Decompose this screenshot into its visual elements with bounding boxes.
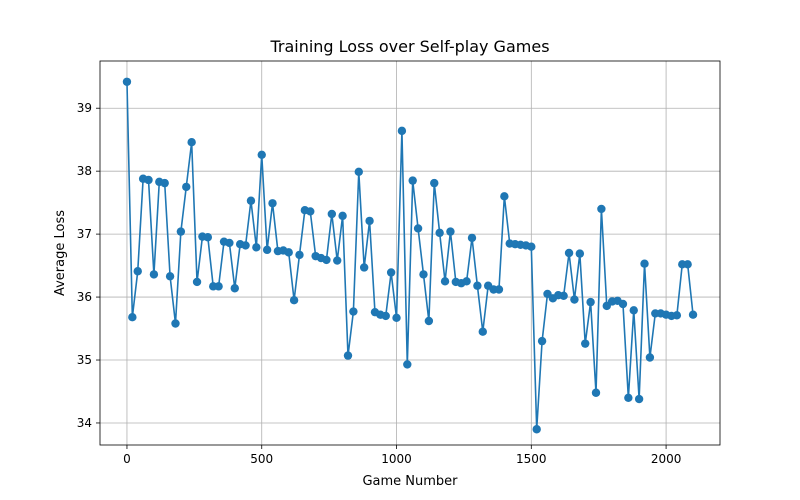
data-point bbox=[575, 249, 585, 258]
y-axis-label: Average Loss bbox=[53, 210, 68, 296]
data-point bbox=[564, 248, 574, 258]
data-point bbox=[133, 267, 142, 276]
data-point bbox=[214, 282, 223, 291]
data-point bbox=[333, 256, 342, 265]
data-point bbox=[403, 360, 412, 369]
data-point bbox=[618, 299, 628, 309]
data-point bbox=[467, 233, 477, 243]
x-tick-label: 500 bbox=[250, 452, 273, 466]
y-tick-label: 37 bbox=[77, 227, 92, 241]
data-point bbox=[430, 178, 439, 188]
data-point bbox=[182, 182, 191, 192]
x-axis-label: Game Number bbox=[362, 474, 458, 489]
data-point bbox=[419, 270, 428, 279]
data-point bbox=[192, 277, 202, 287]
data-point bbox=[171, 319, 180, 328]
data-point bbox=[581, 339, 590, 348]
data-point bbox=[160, 178, 169, 188]
data-point bbox=[424, 316, 434, 326]
data-point bbox=[440, 277, 450, 286]
data-point bbox=[446, 227, 455, 236]
data-point bbox=[176, 227, 186, 236]
data-point bbox=[349, 307, 358, 316]
data-point bbox=[128, 313, 137, 322]
data-point bbox=[392, 313, 401, 323]
data-point bbox=[672, 311, 682, 320]
data-point bbox=[435, 228, 444, 238]
data-point bbox=[640, 259, 649, 268]
x-tick-label: 1000 bbox=[381, 452, 412, 466]
data-point bbox=[144, 175, 153, 185]
x-tick-label: 1500 bbox=[516, 452, 547, 466]
data-point bbox=[688, 310, 698, 319]
data-point bbox=[365, 216, 374, 226]
data-point bbox=[413, 224, 423, 233]
data-point bbox=[559, 291, 568, 301]
data-point bbox=[500, 192, 509, 201]
data-point bbox=[327, 209, 337, 219]
grid-lines bbox=[100, 61, 720, 445]
data-point bbox=[478, 327, 487, 336]
data-point bbox=[629, 306, 638, 315]
x-tick-label: 2000 bbox=[651, 452, 682, 466]
data-point bbox=[252, 243, 261, 252]
series-line bbox=[126, 81, 694, 431]
data-point bbox=[359, 263, 369, 272]
data-point bbox=[268, 199, 277, 208]
series-layer bbox=[122, 77, 698, 434]
data-point bbox=[322, 255, 331, 265]
data-point bbox=[532, 425, 541, 434]
data-point bbox=[230, 284, 239, 293]
data-point bbox=[295, 250, 304, 260]
data-point bbox=[257, 150, 266, 159]
data-point bbox=[246, 196, 256, 205]
data-point bbox=[289, 296, 299, 305]
data-point bbox=[165, 272, 175, 281]
data-point bbox=[306, 207, 315, 216]
data-point bbox=[225, 238, 234, 248]
data-point bbox=[473, 281, 482, 290]
y-tick-label: 36 bbox=[77, 290, 92, 304]
data-point bbox=[645, 353, 655, 362]
data-point bbox=[386, 268, 396, 277]
plot-frame bbox=[99, 60, 721, 446]
data-point bbox=[122, 77, 132, 86]
data-point bbox=[408, 176, 417, 185]
data-point bbox=[537, 336, 547, 346]
data-point bbox=[591, 388, 601, 397]
data-point bbox=[494, 285, 504, 294]
data-point bbox=[397, 126, 407, 136]
y-tick-label: 39 bbox=[77, 101, 92, 115]
data-point bbox=[381, 311, 390, 321]
axis-ticks: 0 500 1000 1500 2000 34 35 36 37 38 39 bbox=[77, 101, 682, 466]
chart-title: Training Loss over Self-play Games bbox=[269, 37, 549, 56]
data-point bbox=[597, 204, 606, 214]
data-point bbox=[149, 270, 159, 279]
data-point bbox=[241, 241, 250, 250]
y-tick-label: 35 bbox=[77, 353, 92, 367]
data-point bbox=[354, 167, 363, 176]
y-tick-label: 34 bbox=[77, 416, 92, 430]
data-point bbox=[634, 394, 644, 404]
data-point bbox=[462, 277, 471, 286]
data-point bbox=[570, 295, 579, 304]
x-tick-label: 0 bbox=[123, 452, 131, 466]
data-point bbox=[527, 242, 536, 251]
y-tick-label: 38 bbox=[77, 164, 92, 178]
data-point bbox=[187, 138, 196, 147]
data-point bbox=[262, 245, 272, 255]
data-point bbox=[624, 393, 633, 402]
data-point bbox=[586, 297, 595, 307]
data-point bbox=[338, 211, 347, 221]
data-point bbox=[683, 260, 692, 269]
data-point bbox=[203, 233, 213, 242]
data-point bbox=[284, 248, 293, 257]
data-point bbox=[343, 351, 353, 360]
